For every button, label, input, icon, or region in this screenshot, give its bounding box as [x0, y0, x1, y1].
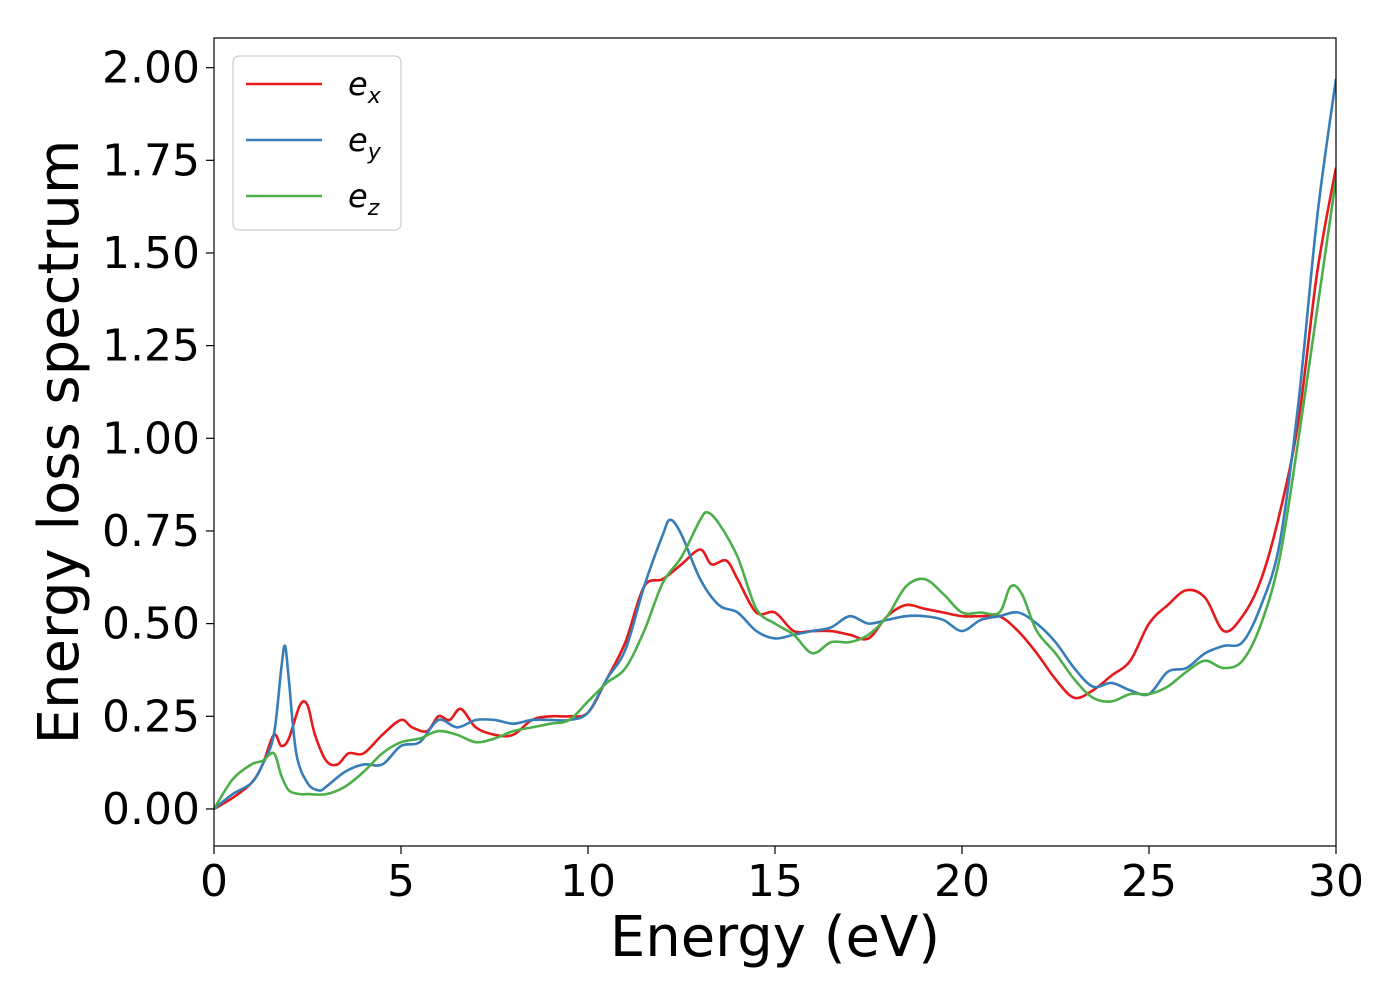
plot-lines: [214, 78, 1336, 811]
legend-label-ex: ex: [348, 65, 382, 109]
y-tick-label: 0.25: [102, 691, 200, 742]
x-tick-label: 5: [387, 856, 415, 907]
y-tick-label: 1.25: [102, 321, 200, 372]
legend-label-ez: ez: [348, 177, 380, 221]
y-tick-label: 2.00: [102, 43, 200, 94]
series-line-ex: [214, 167, 1336, 811]
legend-label-ey: ey: [348, 121, 382, 165]
y-tick-label: 0.75: [102, 506, 200, 557]
x-axis: 0 5 10 15 20 25 30: [200, 846, 1364, 907]
y-tick-label: 1.50: [102, 228, 200, 279]
x-tick-label: 0: [200, 856, 228, 907]
x-tick-label: 10: [560, 856, 616, 907]
legend-box: [232, 55, 402, 231]
y-tick-label: 1.00: [102, 413, 200, 464]
x-tick-label: 30: [1308, 856, 1364, 907]
series-line-ez: [214, 178, 1336, 810]
y-axis-title: Energy loss spectrum: [27, 140, 92, 745]
x-tick-label: 20: [934, 856, 990, 907]
y-axis: 0.00 0.25 0.50 0.75 1.00 1.25 1.50 1.75 2.00: [102, 43, 214, 835]
x-tick-label: 15: [747, 856, 803, 907]
x-axis-title: Energy (eV): [610, 905, 940, 970]
y-tick-label: 0.50: [102, 599, 200, 650]
y-tick-label: 1.75: [102, 135, 200, 186]
legend: ex ey ez: [232, 55, 402, 231]
x-tick-label: 25: [1121, 856, 1177, 907]
y-tick-label: 0.00: [102, 784, 200, 835]
